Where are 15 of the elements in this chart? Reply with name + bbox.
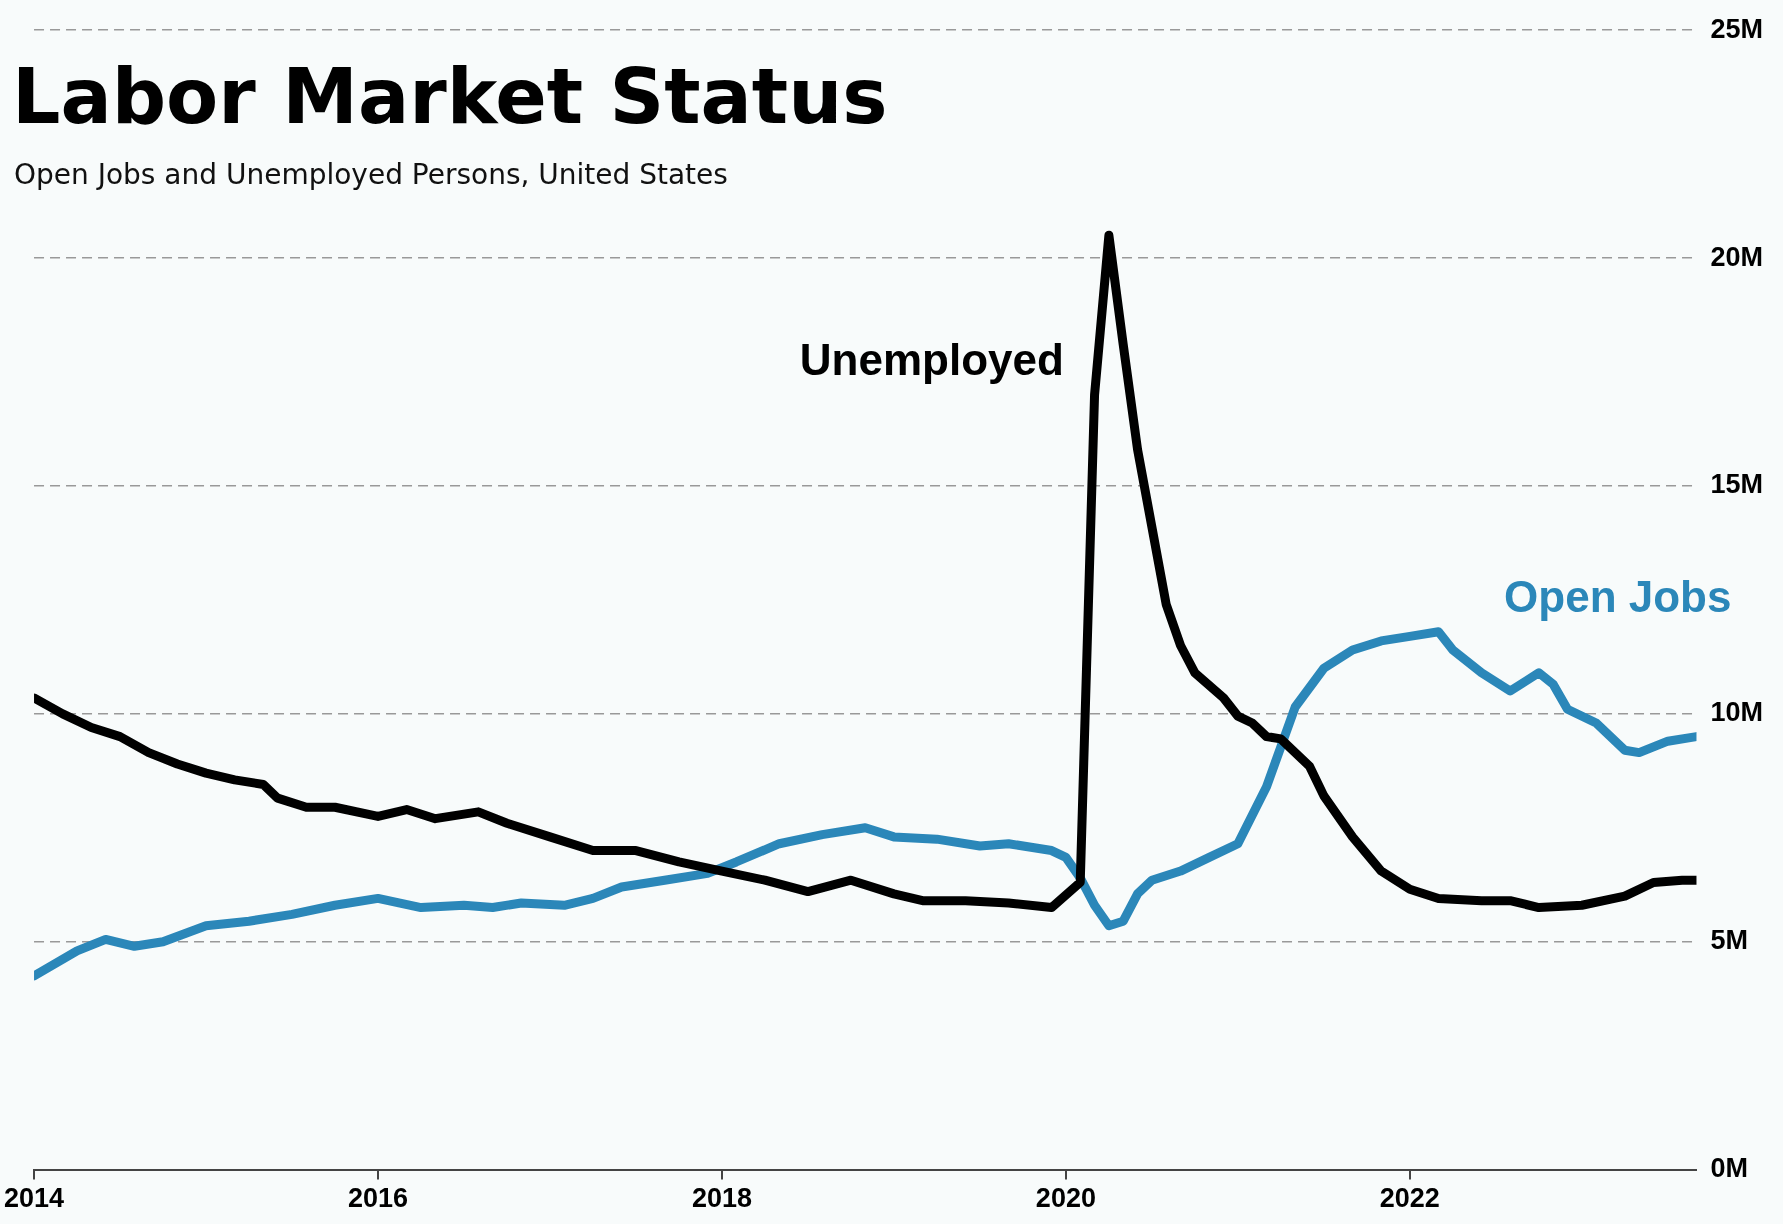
y-tick-label: 0M <box>1710 1153 1748 1184</box>
chart-title: Labor Market Status <box>12 52 888 141</box>
x-tick-label: 2016 <box>347 1183 409 1214</box>
y-tick-label: 15M <box>1710 469 1764 500</box>
y-tick-label: 10M <box>1710 697 1764 728</box>
y-tick-label: 25M <box>1710 13 1764 44</box>
series-label: Open Jobs <box>1504 571 1732 621</box>
text: Open Jobs and Unemployed Persons, United States <box>14 158 728 191</box>
y-tick-label: 20M <box>1710 241 1764 272</box>
x-tick-label: 2014 <box>3 1183 65 1214</box>
x-tick-label: 2018 <box>691 1183 752 1214</box>
x-tick-label: 2022 <box>1379 1183 1440 1214</box>
x-tick-label: 2020 <box>1035 1183 1096 1214</box>
y-tick-label: 5M <box>1710 925 1748 956</box>
series-label: Unemployed <box>799 335 1064 385</box>
